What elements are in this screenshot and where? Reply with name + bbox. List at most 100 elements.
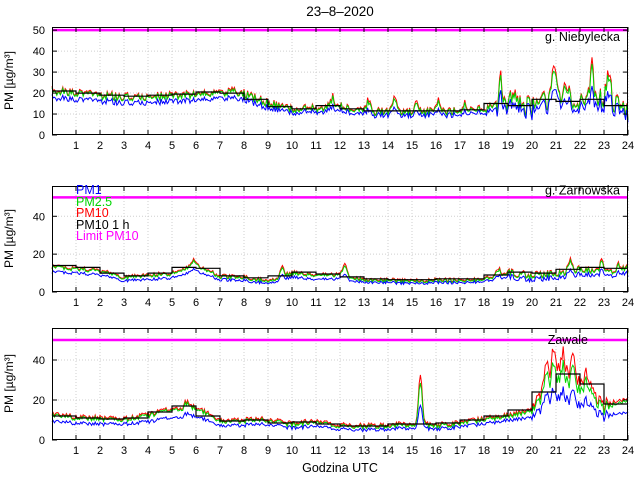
x-tick-label: 21 (550, 445, 562, 457)
x-tick-label: 2 (97, 140, 103, 152)
tick-marks (52, 186, 629, 293)
y-axis-label: PM [µg/m³] (2, 209, 16, 269)
x-tick-label: 4 (145, 297, 151, 309)
station-label: g. Niebylecka (545, 30, 620, 44)
x-tick-label: 15 (406, 445, 418, 457)
legend-entry: PM10 1 h (76, 217, 130, 232)
x-tick-label: 18 (478, 140, 490, 152)
x-tick-label: 4 (145, 140, 151, 152)
x-tick-label: 13 (358, 445, 370, 457)
y-tick-label: 40 (33, 46, 45, 58)
station-label: Zawale (548, 333, 588, 347)
y-tick-label: 40 (33, 211, 45, 223)
x-tick-label: 18 (478, 445, 490, 457)
x-tick-label: 13 (358, 140, 370, 152)
x-tick-label: 20 (526, 445, 538, 457)
x-tick-label: 20 (526, 297, 538, 309)
plot-panel-niebylecka: 1 2 3 4 5 6 7 8 9 10 11 12 13 14 15 16 17 18 19 20 21 22 23 240… (33, 25, 634, 152)
x-tick-label: 1 (73, 140, 79, 152)
x-tick-label: 5 (169, 297, 175, 309)
chart-title: 23–8–2020 (306, 4, 374, 19)
gridlines (52, 27, 629, 135)
x-tick-label: 8 (241, 297, 247, 309)
x-tick-label: 12 (334, 140, 346, 152)
y-axis-label: PM [µg/m³] (2, 354, 16, 414)
x-tick-label: 3 (121, 297, 127, 309)
legend-entry: PM10 (76, 206, 109, 220)
x-tick-label: 4 (145, 445, 151, 457)
x-tick-label: 15 (406, 297, 418, 309)
y-tick-label: 0 (39, 130, 45, 142)
x-tick-label: 2 (97, 445, 103, 457)
x-tick-label: 23 (598, 140, 610, 152)
x-tick-label: 2 (97, 297, 103, 309)
pm1-line (51, 267, 629, 286)
tick-marks (52, 27, 629, 136)
x-tick-label: 16 (430, 297, 442, 309)
y-tick-label: 50 (33, 25, 45, 37)
x-tick-label: 24 (622, 297, 634, 309)
x-tick-label: 24 (622, 140, 634, 152)
pm10-1h-step-line (52, 90, 628, 112)
x-tick-label: 17 (454, 140, 466, 152)
x-tick-label: 10 (286, 140, 298, 152)
tick-marks (52, 328, 629, 441)
x-tick-label: 14 (382, 297, 394, 309)
x-tick-label: 14 (382, 140, 394, 152)
x-tick-label: 7 (217, 297, 223, 309)
x-tick-label: 11 (310, 140, 321, 152)
pm1-line (51, 386, 629, 433)
x-tick-label: 9 (265, 140, 271, 152)
x-tick-label: 6 (193, 140, 199, 152)
x-tick-label: 14 (382, 445, 394, 457)
x-tick-label: 21 (550, 297, 562, 309)
x-tick-label: 15 (406, 140, 418, 152)
x-tick-label: 17 (454, 445, 466, 457)
station-label: g. Zarnowska (545, 183, 620, 197)
pm10-1h-step-line (52, 373, 628, 427)
x-tick-label: 11 (310, 297, 321, 309)
plot-panel-zawale: 1 2 3 4 5 6 7 8 9 10 11 12 13 14 15 16 17 18 19 20 21 22 23 240… (33, 328, 634, 457)
x-tick-label: 7 (217, 445, 223, 457)
x-tick-label: 11 (310, 445, 321, 457)
x-tick-label: 7 (217, 140, 223, 152)
x-tick-label: 8 (241, 445, 247, 457)
legend-entry: PM2.5 (76, 194, 113, 209)
y-tick-label: 40 (33, 355, 45, 367)
y-tick-label: 20 (33, 88, 45, 100)
x-tick-label: 5 (169, 140, 175, 152)
x-tick-label: 6 (193, 297, 199, 309)
y-tick-label: 0 (39, 435, 45, 447)
x-tick-label: 1 (73, 297, 79, 309)
x-tick-label: 22 (574, 445, 586, 457)
x-tick-label: 19 (502, 297, 514, 309)
x-tick-label: 9 (265, 297, 271, 309)
legend-entry: PM1 (76, 183, 102, 197)
x-tick-label: 18 (478, 297, 490, 309)
plot-panel-zarnowska: 1 2 3 4 5 6 7 8 9 10 11 12 13 14 15 16 17 18 19 20 21 22 23 240… (33, 183, 634, 309)
x-tick-label: 3 (121, 445, 127, 457)
y-tick-label: 20 (33, 249, 45, 261)
x-tick-label: 23 (598, 445, 610, 457)
x-tick-label: 19 (502, 140, 514, 152)
x-tick-label: 21 (550, 140, 562, 152)
gridlines (52, 186, 629, 292)
y-axis-label: PM [µg/m³] (2, 51, 16, 111)
x-tick-label: 23 (598, 297, 610, 309)
x-tick-label: 3 (121, 140, 127, 152)
x-tick-label: 22 (574, 297, 586, 309)
pm10-1h-step-line (52, 264, 628, 281)
x-tick-label: 1 (73, 445, 79, 457)
x-tick-label: 9 (265, 445, 271, 457)
x-tick-label: 5 (169, 445, 175, 457)
x-tick-label: 12 (334, 297, 346, 309)
x-tick-label: 19 (502, 445, 514, 457)
x-tick-label: 13 (358, 297, 370, 309)
y-tick-label: 0 (39, 287, 45, 299)
pm1-line (51, 85, 629, 123)
x-tick-label: 8 (241, 140, 247, 152)
x-tick-label: 22 (574, 140, 586, 152)
x-tick-label: 10 (286, 297, 298, 309)
legend: PM1 PM2.5 PM10 PM10 1 h Limit PM10 (76, 183, 139, 243)
